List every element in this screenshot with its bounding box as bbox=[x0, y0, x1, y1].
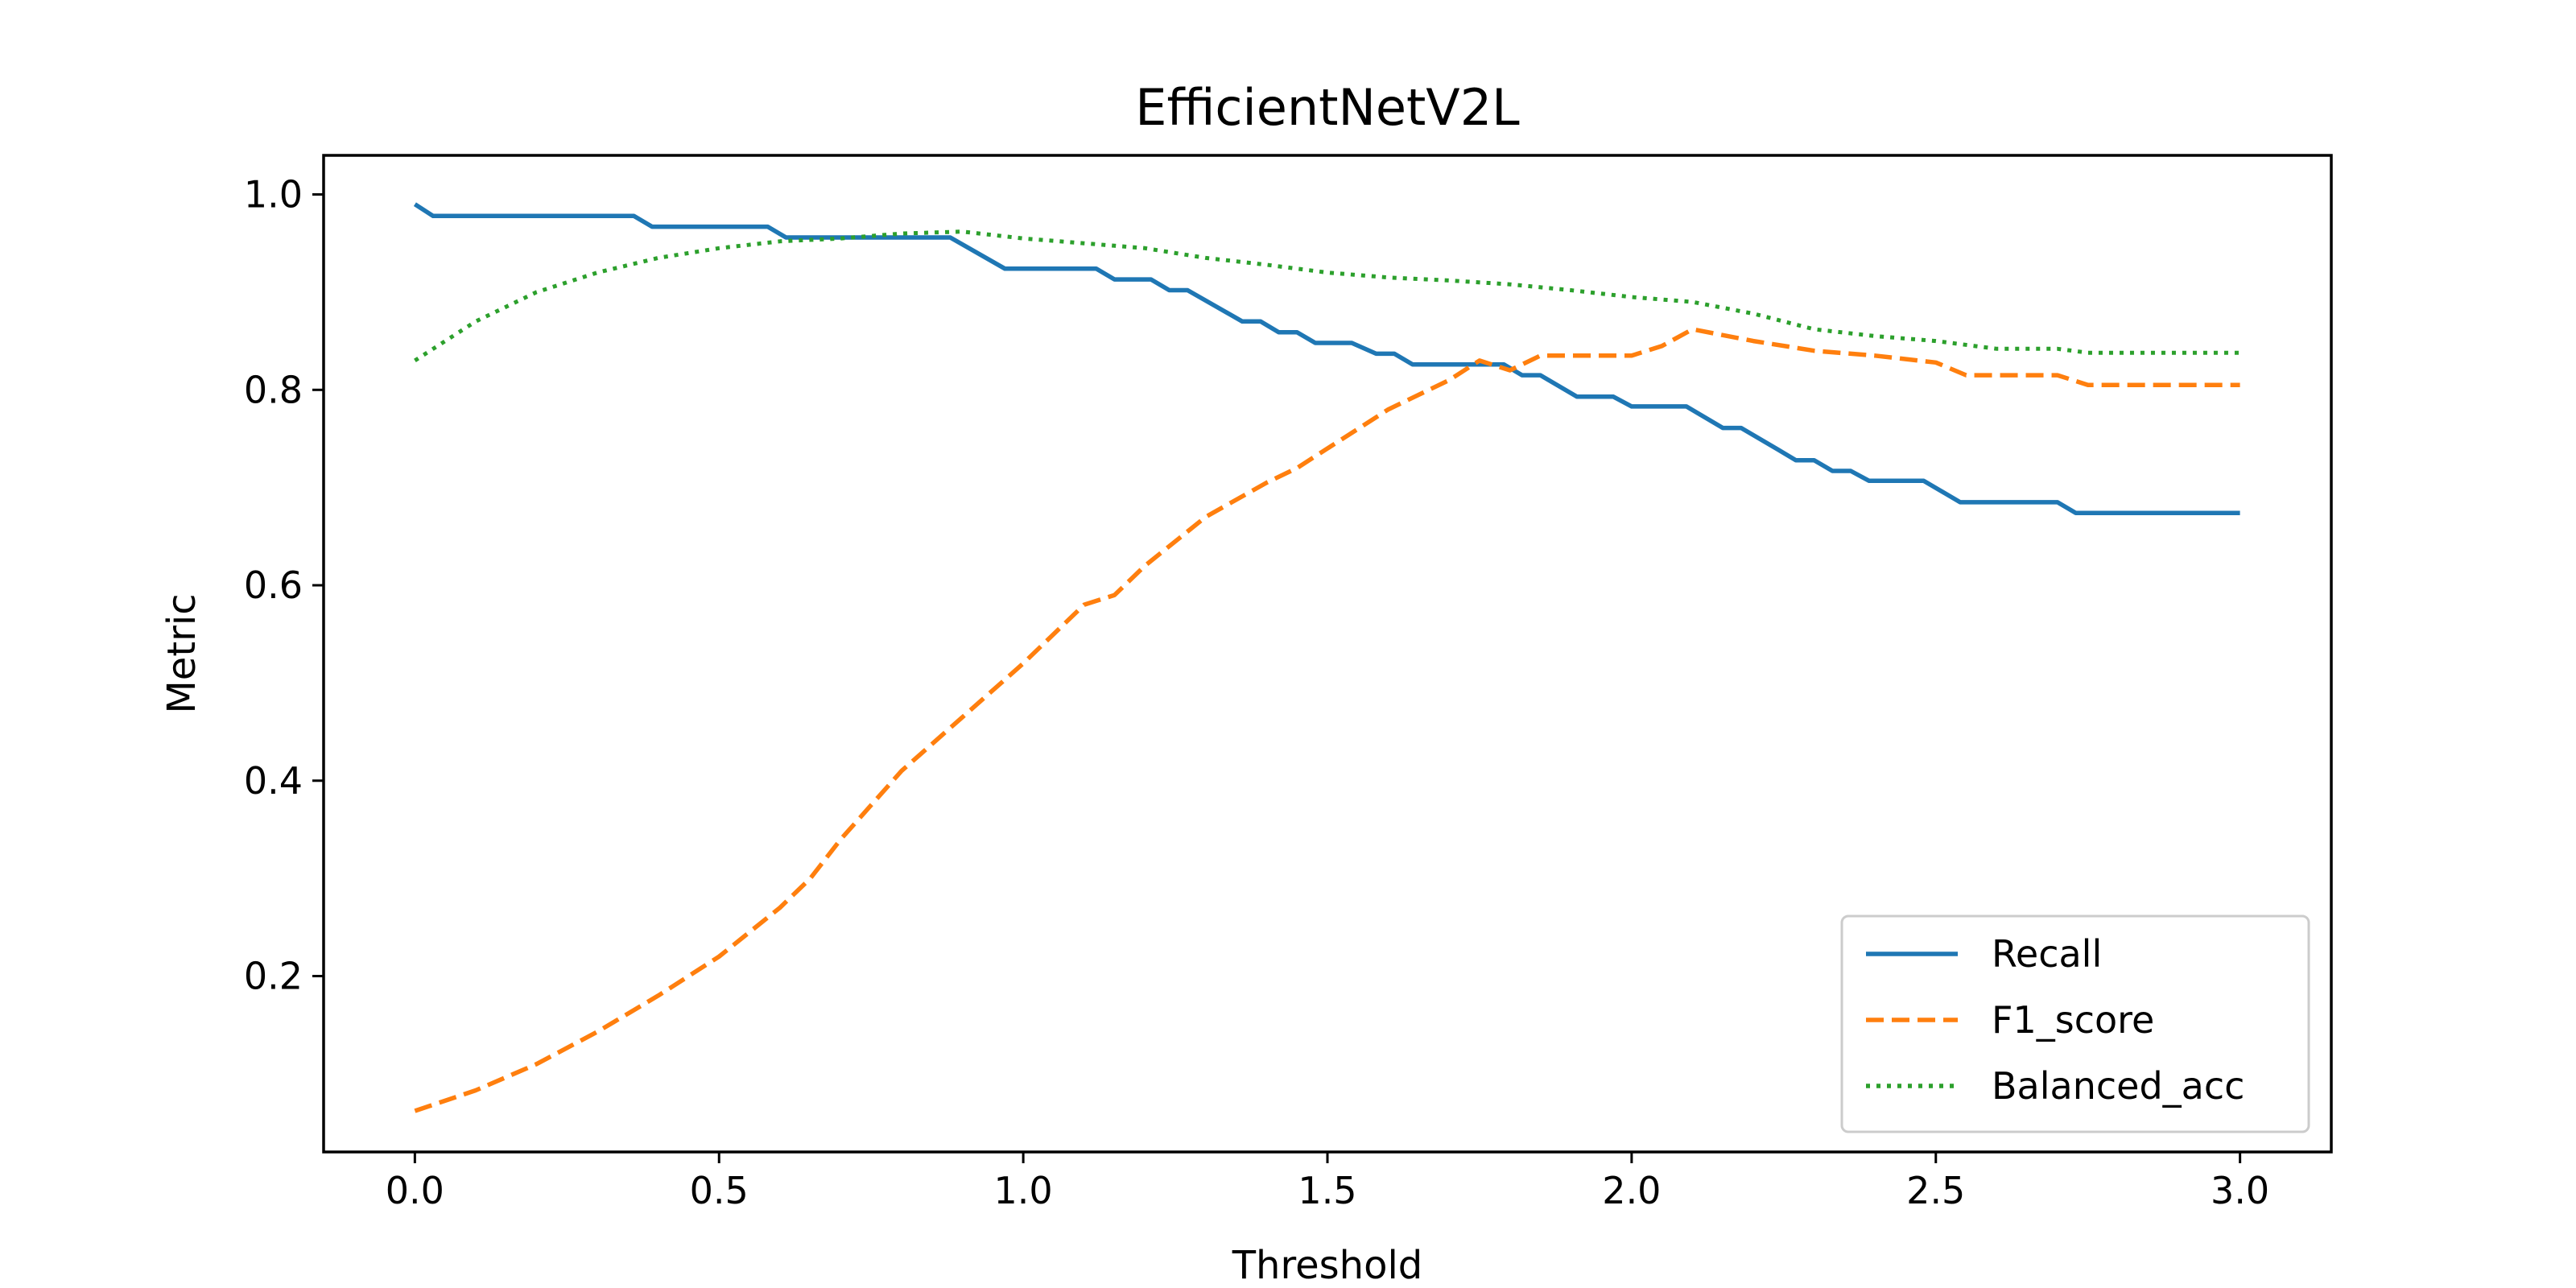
y-tick-label: 1.0 bbox=[244, 173, 303, 217]
x-axis-ticks: 0.0 0.5 1.0 1.5 2.0 2.5 3.0 bbox=[386, 1152, 2269, 1212]
x-tick-label: 0.5 bbox=[690, 1169, 749, 1212]
x-tick-label: 1.0 bbox=[994, 1169, 1053, 1212]
y-axis-label: Metric bbox=[159, 593, 204, 713]
x-tick-label: 2.5 bbox=[1906, 1169, 1965, 1212]
x-axis-label: Threshold bbox=[1232, 1243, 1423, 1288]
legend-label: Balanced_acc bbox=[1992, 1064, 2244, 1108]
x-tick-label: 3.0 bbox=[2211, 1169, 2269, 1212]
x-tick-label: 2.0 bbox=[1602, 1169, 1661, 1212]
chart-title: EfficientNetV2L bbox=[1135, 78, 1520, 137]
series-line-recall bbox=[413, 202, 2240, 515]
series-line-f1-score bbox=[414, 327, 2240, 1113]
x-tick-label: 1.5 bbox=[1298, 1169, 1356, 1212]
y-tick-label: 0.2 bbox=[244, 955, 303, 998]
legend-label: F1_score bbox=[1992, 998, 2154, 1042]
plot-lines bbox=[413, 202, 2240, 1113]
y-tick-label: 0.4 bbox=[244, 759, 303, 803]
x-tick-label: 0.0 bbox=[386, 1169, 444, 1212]
y-axis-ticks: 0.2 0.4 0.6 0.8 1.0 bbox=[244, 173, 324, 998]
y-tick-label: 0.6 bbox=[244, 564, 303, 607]
legend-box bbox=[1840, 914, 2310, 1133]
y-tick-label: 0.8 bbox=[244, 368, 303, 411]
series-line-balanced-acc bbox=[414, 229, 2240, 363]
legend: Recall F1_score Balanced_acc bbox=[1840, 914, 2310, 1133]
legend-items: Recall F1_score Balanced_acc bbox=[1866, 932, 2244, 1108]
legend-label: Recall bbox=[1992, 932, 2102, 976]
